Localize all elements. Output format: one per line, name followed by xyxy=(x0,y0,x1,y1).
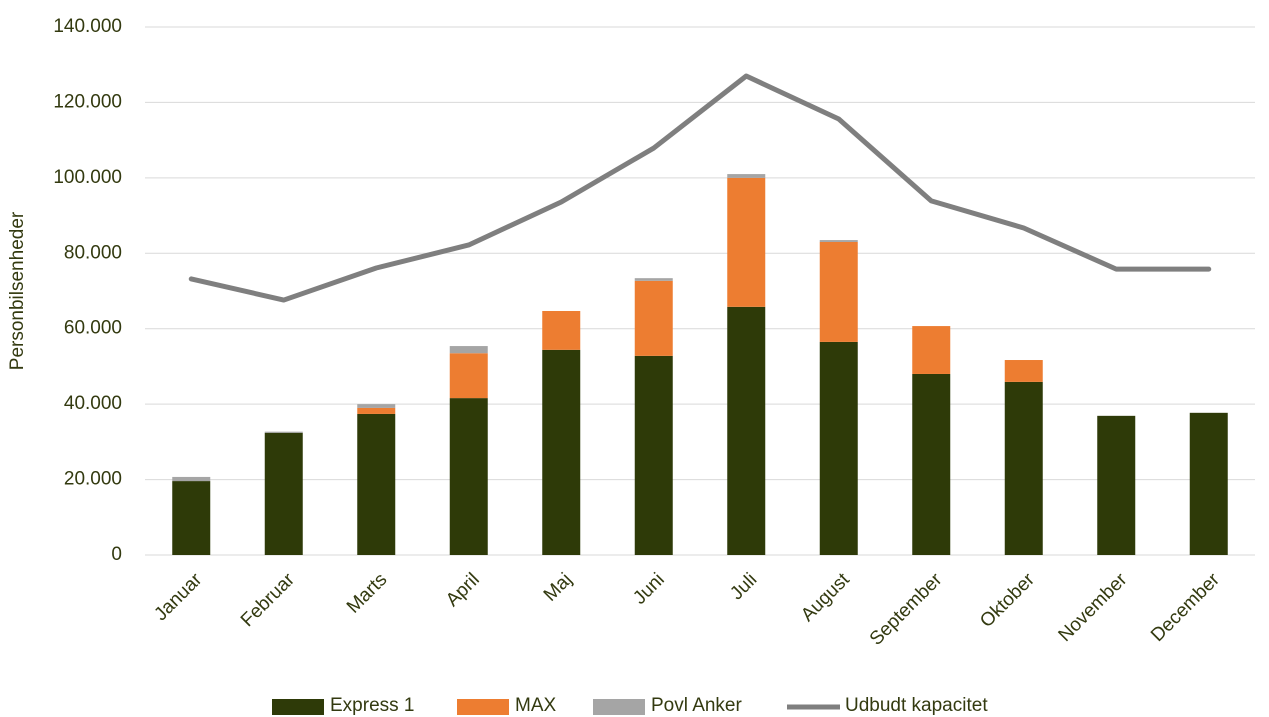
legend-swatch xyxy=(272,699,324,715)
bar-segment xyxy=(449,353,488,399)
bar-segment xyxy=(634,355,673,555)
y-tick-label: 100.000 xyxy=(53,167,122,188)
bar-segment xyxy=(634,278,673,281)
bar-segment xyxy=(357,407,396,414)
x-tick-label: August xyxy=(797,569,854,626)
legend-swatch xyxy=(457,699,509,715)
x-tick-label: December xyxy=(1147,569,1224,646)
x-tick-label: Juli xyxy=(726,569,761,604)
x-tick-label: Februar xyxy=(237,569,299,631)
bar-segment xyxy=(819,341,858,555)
bar-segment xyxy=(727,306,766,555)
bar-segment xyxy=(1004,360,1043,382)
x-tick-label: September xyxy=(866,569,947,650)
legend-label: Express 1 xyxy=(330,695,414,716)
bar-segment xyxy=(449,346,488,354)
bar-segment xyxy=(357,413,396,555)
bar-segment xyxy=(357,404,396,408)
bar-segment xyxy=(172,481,211,555)
x-tick-label: Juni xyxy=(629,569,668,608)
x-tick-label: Oktober xyxy=(976,569,1039,632)
x-tick-label: Maj xyxy=(540,569,577,606)
bar-segment xyxy=(449,398,488,555)
bar-segment xyxy=(819,241,858,342)
line-series xyxy=(188,73,1212,303)
bar-segment xyxy=(912,373,951,555)
legend-swatch xyxy=(593,699,645,715)
y-tick-label: 60.000 xyxy=(64,318,122,339)
legend-label: Udbudt kapacitet xyxy=(845,695,988,716)
y-tick-label: 80.000 xyxy=(64,242,122,263)
y-tick-label: 140.000 xyxy=(53,16,122,37)
x-tick-label: Januar xyxy=(150,569,206,625)
y-tick-label: 0 xyxy=(111,544,122,565)
bar-segment xyxy=(1189,412,1228,555)
x-tick-label: April xyxy=(442,569,484,611)
y-tick-label: 40.000 xyxy=(64,393,122,414)
x-tick-label: Marts xyxy=(343,569,391,617)
bar-segment xyxy=(912,326,951,374)
bar-segment xyxy=(264,432,303,555)
x-tick-label: November xyxy=(1055,569,1132,646)
bar-segment xyxy=(542,349,581,555)
y-tick-label: 20.000 xyxy=(64,469,122,490)
bar-segment xyxy=(264,431,303,433)
bar-segment xyxy=(542,310,581,350)
bar-segment xyxy=(634,280,673,356)
bar-segment xyxy=(727,177,766,307)
bar-segment xyxy=(1097,415,1136,555)
legend-label: MAX xyxy=(515,695,557,716)
y-axis-label: Personbilsenheder xyxy=(7,211,28,370)
bar-segment xyxy=(1004,381,1043,555)
legend-label: Povl Anker xyxy=(651,695,742,716)
y-tick-label: 120.000 xyxy=(53,91,122,112)
bar-segment xyxy=(819,240,858,242)
bar-segment xyxy=(172,476,211,482)
bar-segment xyxy=(727,174,766,178)
